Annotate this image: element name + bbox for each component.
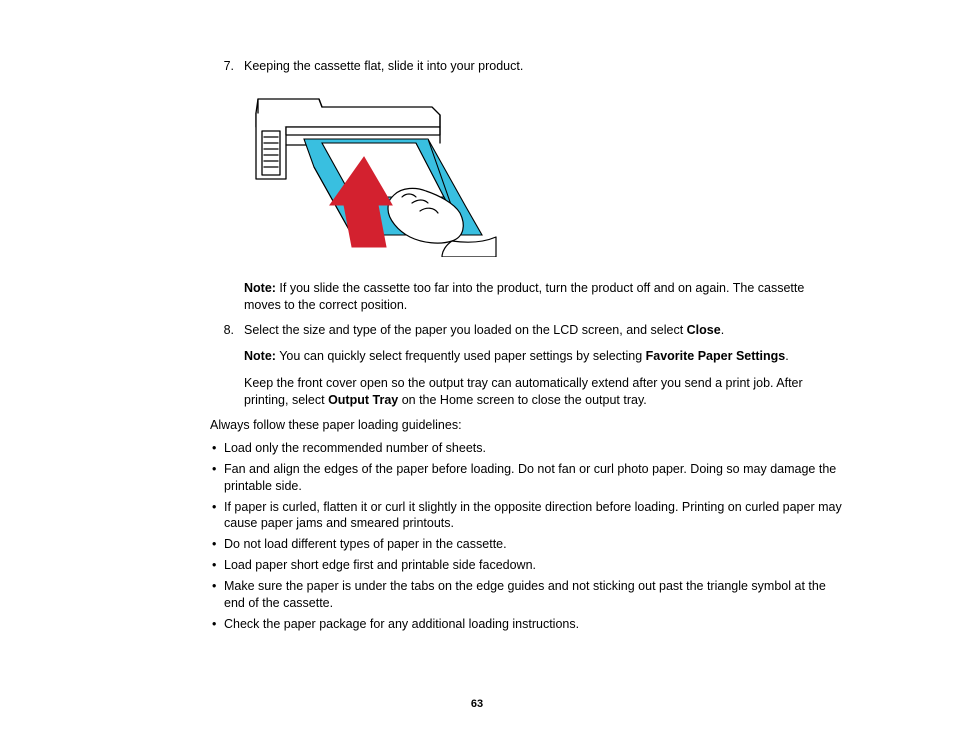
step-8-note-pre: You can quickly select frequently used p… [276,349,646,363]
step-7-illustration [244,87,844,262]
list-item: Check the paper package for any addition… [210,616,844,633]
step-7-text: Keeping the cassette flat, slide it into… [244,58,844,75]
step-8-text-pre: Select the size and type of the paper yo… [244,323,687,337]
step-8-para2-post: on the Home screen to close the output t… [398,393,647,407]
list-item: Fan and align the edges of the paper bef… [210,461,844,495]
list-item: Load only the recommended number of shee… [210,440,844,457]
step-8-note-post: . [785,349,788,363]
step-8-para2: Keep the front cover open so the output … [244,375,844,409]
step-8-number: 8. [210,322,244,339]
list-item: Load paper short edge first and printabl… [210,557,844,574]
step-8-text-post: . [721,323,724,337]
step-7-number: 7. [210,58,244,75]
list-item: Do not load different types of paper in … [210,536,844,553]
note-label: Note: [244,349,276,363]
printer-cassette-illustration [244,87,504,257]
guidelines-intro: Always follow these paper loading guidel… [210,417,844,434]
note-label: Note: [244,281,276,295]
list-item: Make sure the paper is under the tabs on… [210,578,844,612]
list-item: If paper is curled, flatten it or curl i… [210,499,844,533]
page-number: 63 [0,697,954,712]
step-8-text: Select the size and type of the paper yo… [244,322,844,339]
step-8: 8. Select the size and type of the paper… [210,322,844,339]
guidelines-list: Load only the recommended number of shee… [210,440,844,633]
step-7-note-text: If you slide the cassette too far into t… [244,281,804,312]
step-7-note: Note: If you slide the cassette too far … [244,280,844,314]
step-8-text-bold: Close [687,323,721,337]
manual-page: 7. Keeping the cassette flat, slide it i… [0,0,954,738]
step-7: 7. Keeping the cassette flat, slide it i… [210,58,844,75]
step-8-note: Note: You can quickly select frequently … [244,348,844,365]
step-8-note-bold: Favorite Paper Settings [646,349,786,363]
step-8-para2-bold: Output Tray [328,393,398,407]
